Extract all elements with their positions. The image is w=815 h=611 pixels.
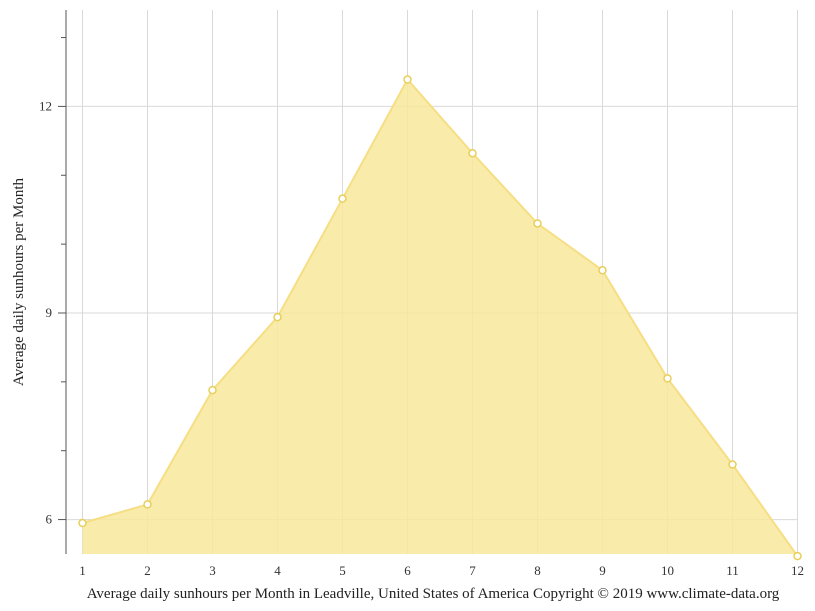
x-tick-label: 11: [726, 563, 739, 578]
data-point: [793, 551, 802, 561]
data-point-markers: [78, 75, 802, 561]
x-tick-label: 6: [404, 563, 411, 578]
data-point: [143, 500, 152, 509]
data-point: [403, 75, 412, 84]
x-tick-label: 9: [599, 563, 606, 578]
x-tick-label: 4: [274, 563, 281, 578]
data-point: [728, 460, 737, 469]
y-axis-title: Average daily sunhours per Month: [11, 178, 27, 387]
x-tick-label: 1: [79, 563, 86, 578]
y-tick-label: 9: [46, 305, 53, 320]
y-axis-minor-ticks: [58, 37, 66, 521]
x-tick-label: 2: [144, 563, 151, 578]
sunhours-area: [82, 79, 798, 557]
x-tick-label: 7: [469, 563, 476, 578]
x-axis-tick-labels: 1 2 3 4 5 6 7 8 9 10 11 12: [79, 563, 804, 578]
data-point: [338, 194, 347, 203]
data-point: [468, 148, 477, 158]
data-point: [208, 385, 217, 395]
x-tick-label: 8: [534, 563, 541, 578]
y-tick-label: 6: [46, 512, 53, 527]
data-point: [78, 518, 87, 528]
data-point: [273, 312, 282, 322]
chart-caption: Average daily sunhours per Month in Lead…: [87, 586, 780, 602]
x-tick-label: 10: [661, 563, 674, 578]
x-tick-label: 3: [209, 563, 216, 578]
y-axis-tick-labels: 6 9 12: [39, 98, 53, 526]
sunhours-line: [82, 77, 799, 557]
data-point: [533, 219, 542, 228]
x-tick-label: 12: [791, 563, 804, 578]
y-tick-label: 12: [39, 98, 52, 113]
x-tick-label: 5: [339, 563, 346, 578]
data-point: [663, 374, 672, 383]
data-point: [598, 266, 607, 275]
